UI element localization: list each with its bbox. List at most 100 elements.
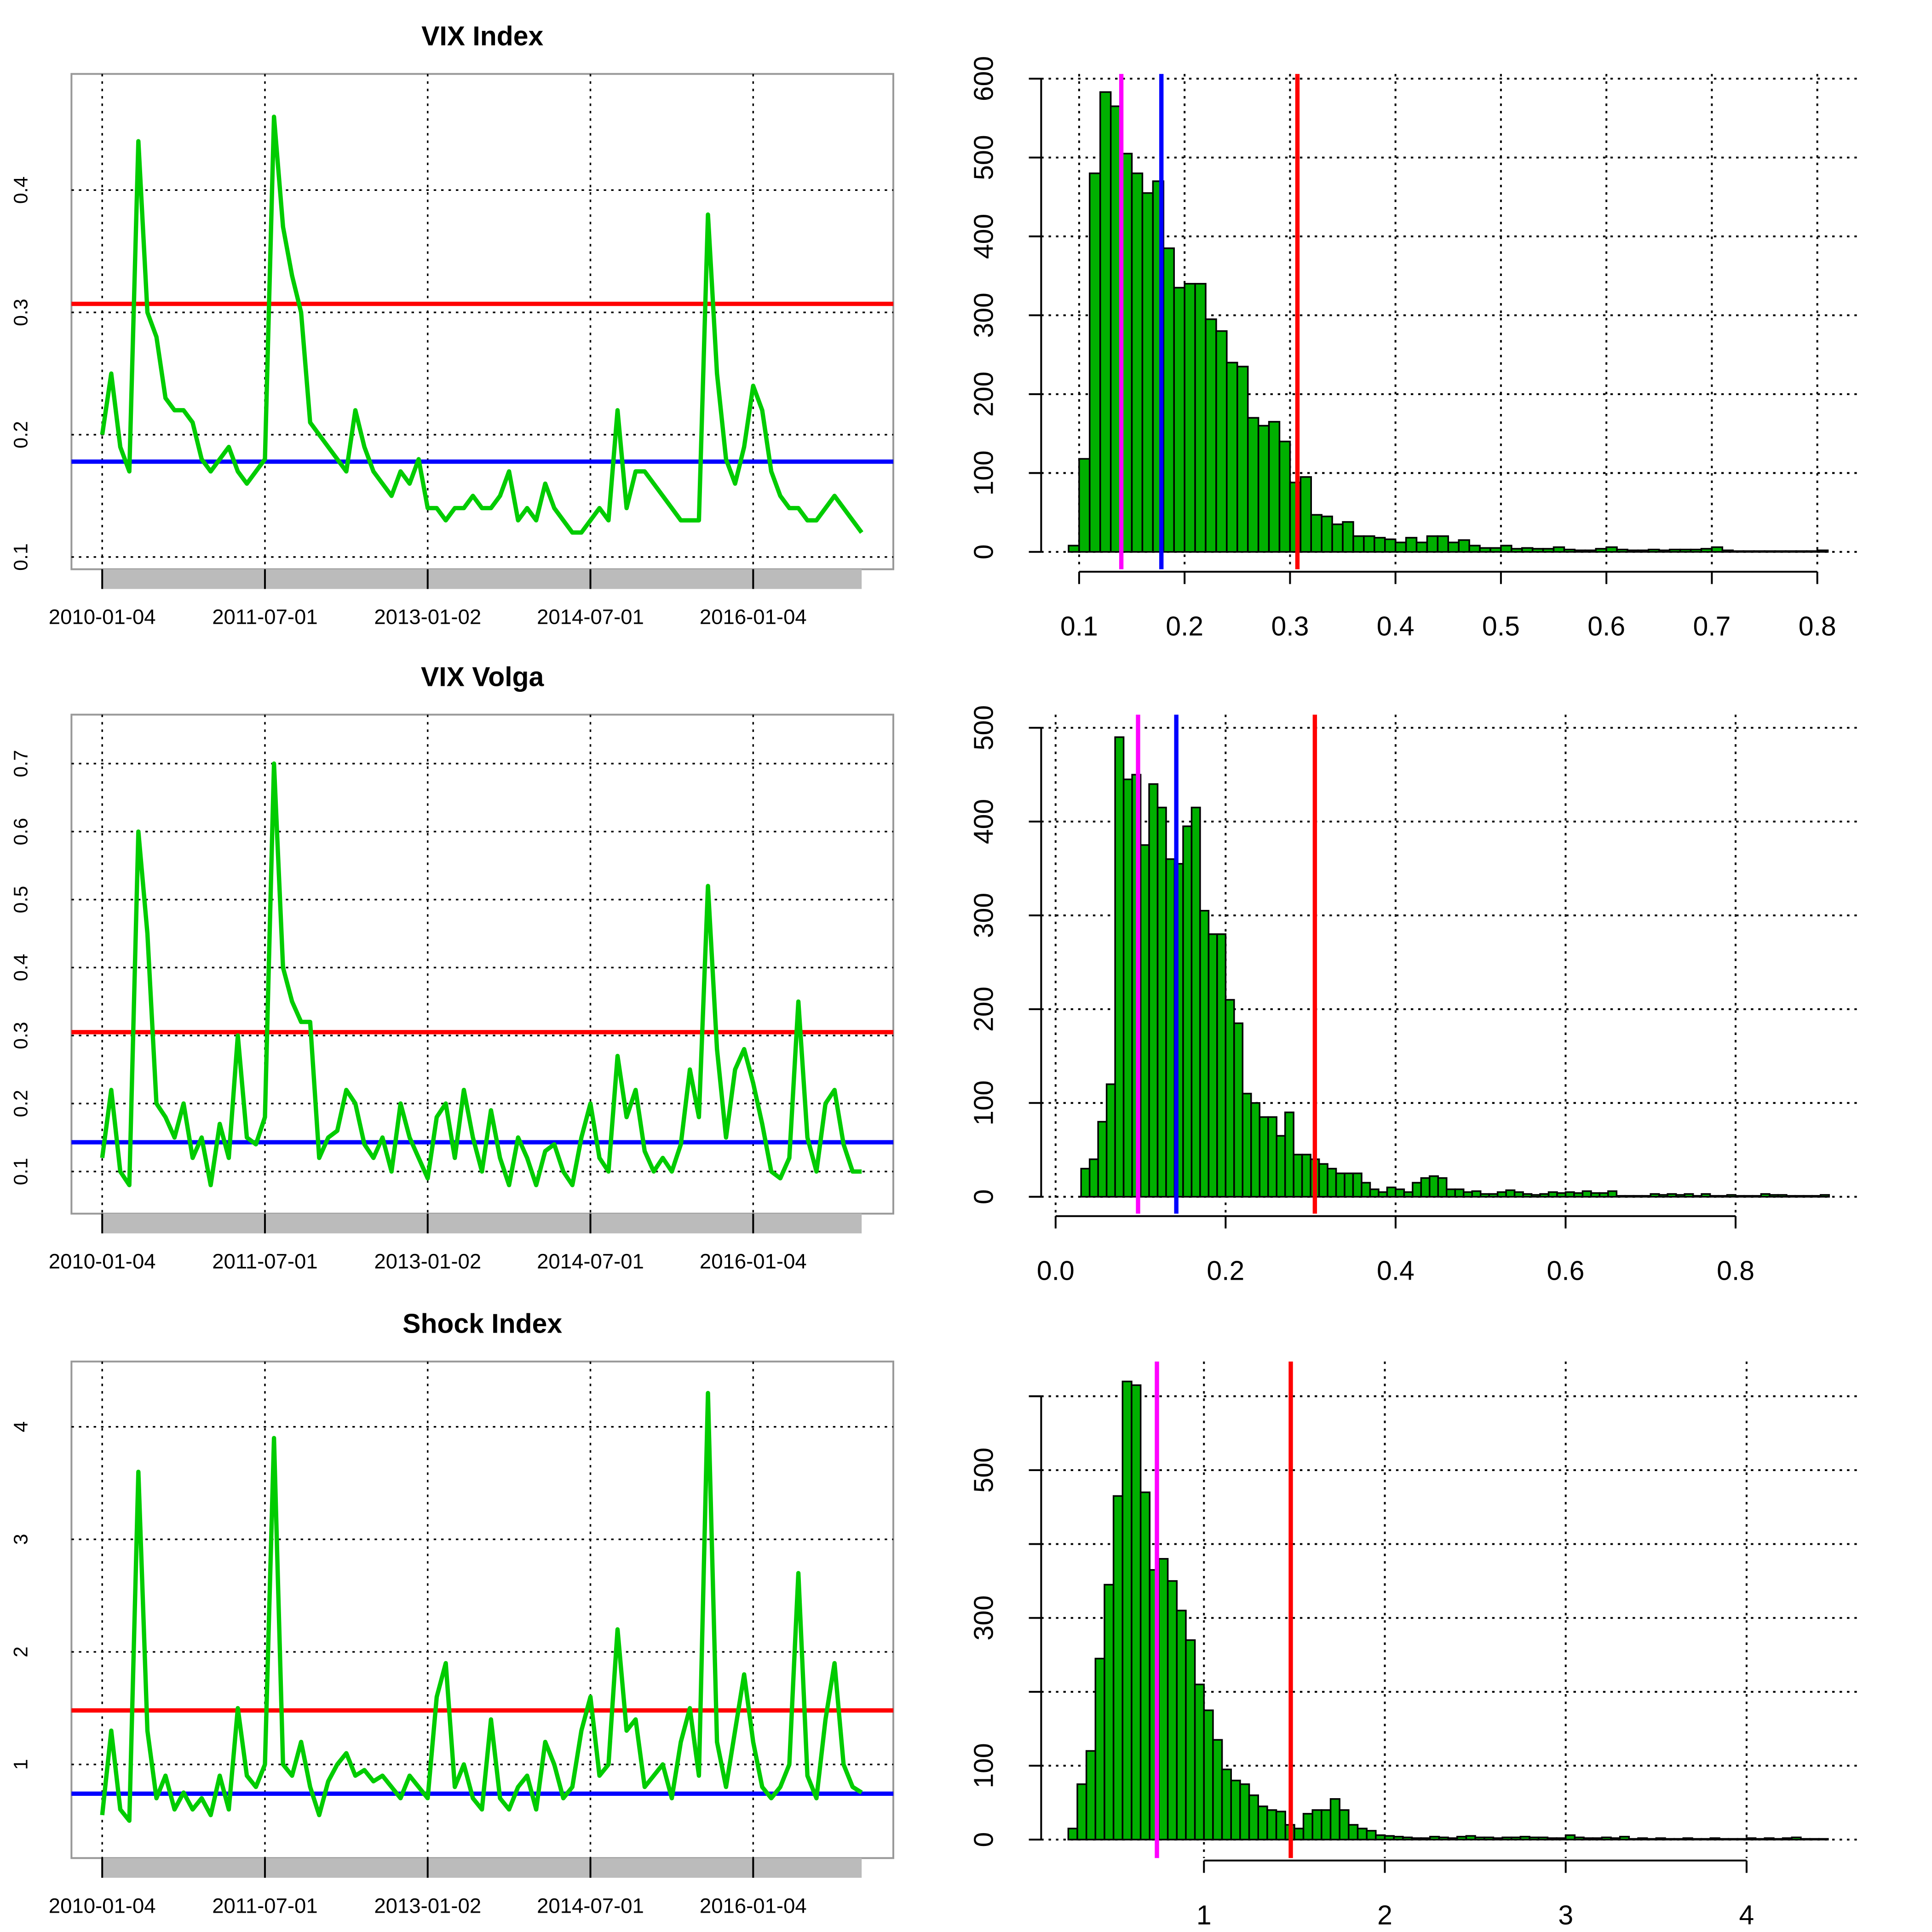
histogram-bar	[1791, 1836, 1802, 1840]
histogram-bar	[1426, 535, 1439, 553]
histogram-bar	[1194, 1684, 1205, 1840]
histogram-bar	[1664, 1838, 1675, 1840]
histogram-bar	[1479, 1193, 1490, 1198]
histogram-bar	[1339, 1809, 1350, 1840]
plot-frame	[70, 73, 894, 570]
histogram-bar	[1496, 1191, 1507, 1198]
histogram-bar	[1782, 1837, 1793, 1840]
histogram-bar	[1176, 1610, 1187, 1840]
y-tick-label: 0.1	[10, 543, 32, 571]
histogram-bar	[1700, 548, 1713, 553]
histogram-bar	[1097, 1121, 1108, 1198]
histogram-bar	[1301, 1154, 1311, 1198]
histogram-bar	[1208, 933, 1218, 1198]
histogram-bar	[1774, 550, 1787, 553]
histogram-bar	[1293, 1154, 1303, 1198]
histogram-bar	[1403, 1191, 1414, 1198]
histogram-bar	[1627, 549, 1639, 553]
histogram-bar	[1447, 541, 1460, 553]
histogram-bar	[1800, 1838, 1811, 1840]
histogram-bar	[1667, 1193, 1677, 1198]
histogram-bar	[1595, 548, 1607, 553]
histogram-bar	[1777, 1194, 1788, 1198]
histogram-bar	[1335, 1172, 1346, 1198]
histogram-bar	[1628, 1838, 1639, 1840]
histogram-bar	[1185, 1639, 1196, 1840]
histogram-bar	[1089, 172, 1101, 553]
histogram-bar	[1080, 1167, 1091, 1198]
histogram-bar	[1384, 1835, 1395, 1840]
histogram-bar	[1521, 547, 1534, 553]
histogram-bar	[1673, 1838, 1685, 1840]
histogram-bar	[1331, 523, 1344, 553]
y-tick-label: 0.2	[10, 1090, 32, 1117]
histogram-bar	[1395, 1188, 1405, 1198]
y-tick-label: 300	[969, 1595, 999, 1640]
y-tick-label: 0.5	[10, 886, 32, 914]
histogram-bar	[1221, 1768, 1232, 1840]
histogram-bar	[1462, 1191, 1473, 1198]
histogram-bar	[1394, 541, 1407, 553]
histogram-bar	[1658, 549, 1671, 553]
histogram-bar	[1105, 1083, 1116, 1198]
chart-title: Shock Index	[402, 1309, 562, 1339]
y-tick-label: 2	[10, 1646, 32, 1657]
histogram-bar	[1212, 1739, 1223, 1840]
x-tick-label: 2011-07-01	[212, 605, 317, 629]
histogram-bar	[1225, 999, 1235, 1198]
time-bar	[102, 569, 862, 589]
histogram-bar	[1601, 1836, 1612, 1840]
y-tick-label: 0	[969, 1832, 999, 1847]
histogram-bar	[1348, 1824, 1359, 1840]
histogram-bar	[1564, 1191, 1575, 1198]
x-tick-label: 0.6	[1547, 1256, 1585, 1286]
x-tick-label: 2013-01-02	[374, 1894, 481, 1917]
histogram-bar	[1471, 1190, 1482, 1198]
histogram-bar	[1250, 1102, 1261, 1198]
histogram-bar	[1500, 545, 1512, 553]
histogram-bar	[1556, 1192, 1567, 1198]
histogram-bar	[1329, 1798, 1340, 1840]
x-tick-label: 0.4	[1377, 1256, 1414, 1286]
y-tick-label: 0.7	[10, 750, 32, 777]
y-tick-label: 400	[969, 214, 999, 259]
histogram-bar	[1420, 1177, 1431, 1198]
histogram-bar	[1468, 545, 1481, 553]
x-tick-label: 2016-01-04	[700, 605, 807, 629]
histogram-bar	[1484, 1836, 1495, 1840]
x-tick-label: 2011-07-01	[212, 1250, 317, 1273]
histogram-bar	[1637, 549, 1650, 553]
histogram-bar	[1078, 458, 1091, 553]
histogram-bar	[1318, 1163, 1328, 1198]
histogram-bar	[1655, 1837, 1666, 1840]
histogram-bar	[1215, 330, 1228, 553]
histogram-bar	[1158, 1558, 1169, 1840]
histogram-bar	[1547, 1837, 1558, 1840]
histogram-bar	[1753, 550, 1765, 553]
histogram-bar	[1726, 1194, 1736, 1198]
histogram-bar	[1190, 806, 1201, 1198]
histogram-bar	[1530, 1194, 1541, 1198]
histogram-bar	[1131, 172, 1144, 553]
histogram-bar	[1458, 539, 1470, 553]
histogram-bar	[1511, 1836, 1522, 1840]
histogram-bar	[1384, 538, 1397, 553]
histogram-bar	[1122, 778, 1133, 1198]
y-tick-label: 300	[969, 893, 999, 938]
histogram-bar	[1310, 514, 1322, 553]
histogram-bar	[1584, 549, 1597, 553]
histogram-bar	[1369, 1188, 1380, 1198]
histogram-bar	[1501, 1836, 1512, 1840]
histogram-bar	[1820, 1194, 1830, 1198]
histogram-bar	[1732, 550, 1744, 553]
histogram-bar	[1721, 549, 1734, 553]
histogram-bar	[1239, 1783, 1250, 1840]
x-tick-label: 1	[1196, 1900, 1212, 1930]
x-tick-label: 2013-01-02	[374, 605, 481, 629]
histogram-bar	[1519, 1835, 1530, 1840]
histogram-bar	[1446, 1188, 1456, 1198]
histogram-bar	[1511, 548, 1523, 553]
histogram-bar	[1236, 366, 1249, 553]
histogram-bar	[1641, 1195, 1651, 1198]
histogram-bar	[1637, 1837, 1648, 1840]
